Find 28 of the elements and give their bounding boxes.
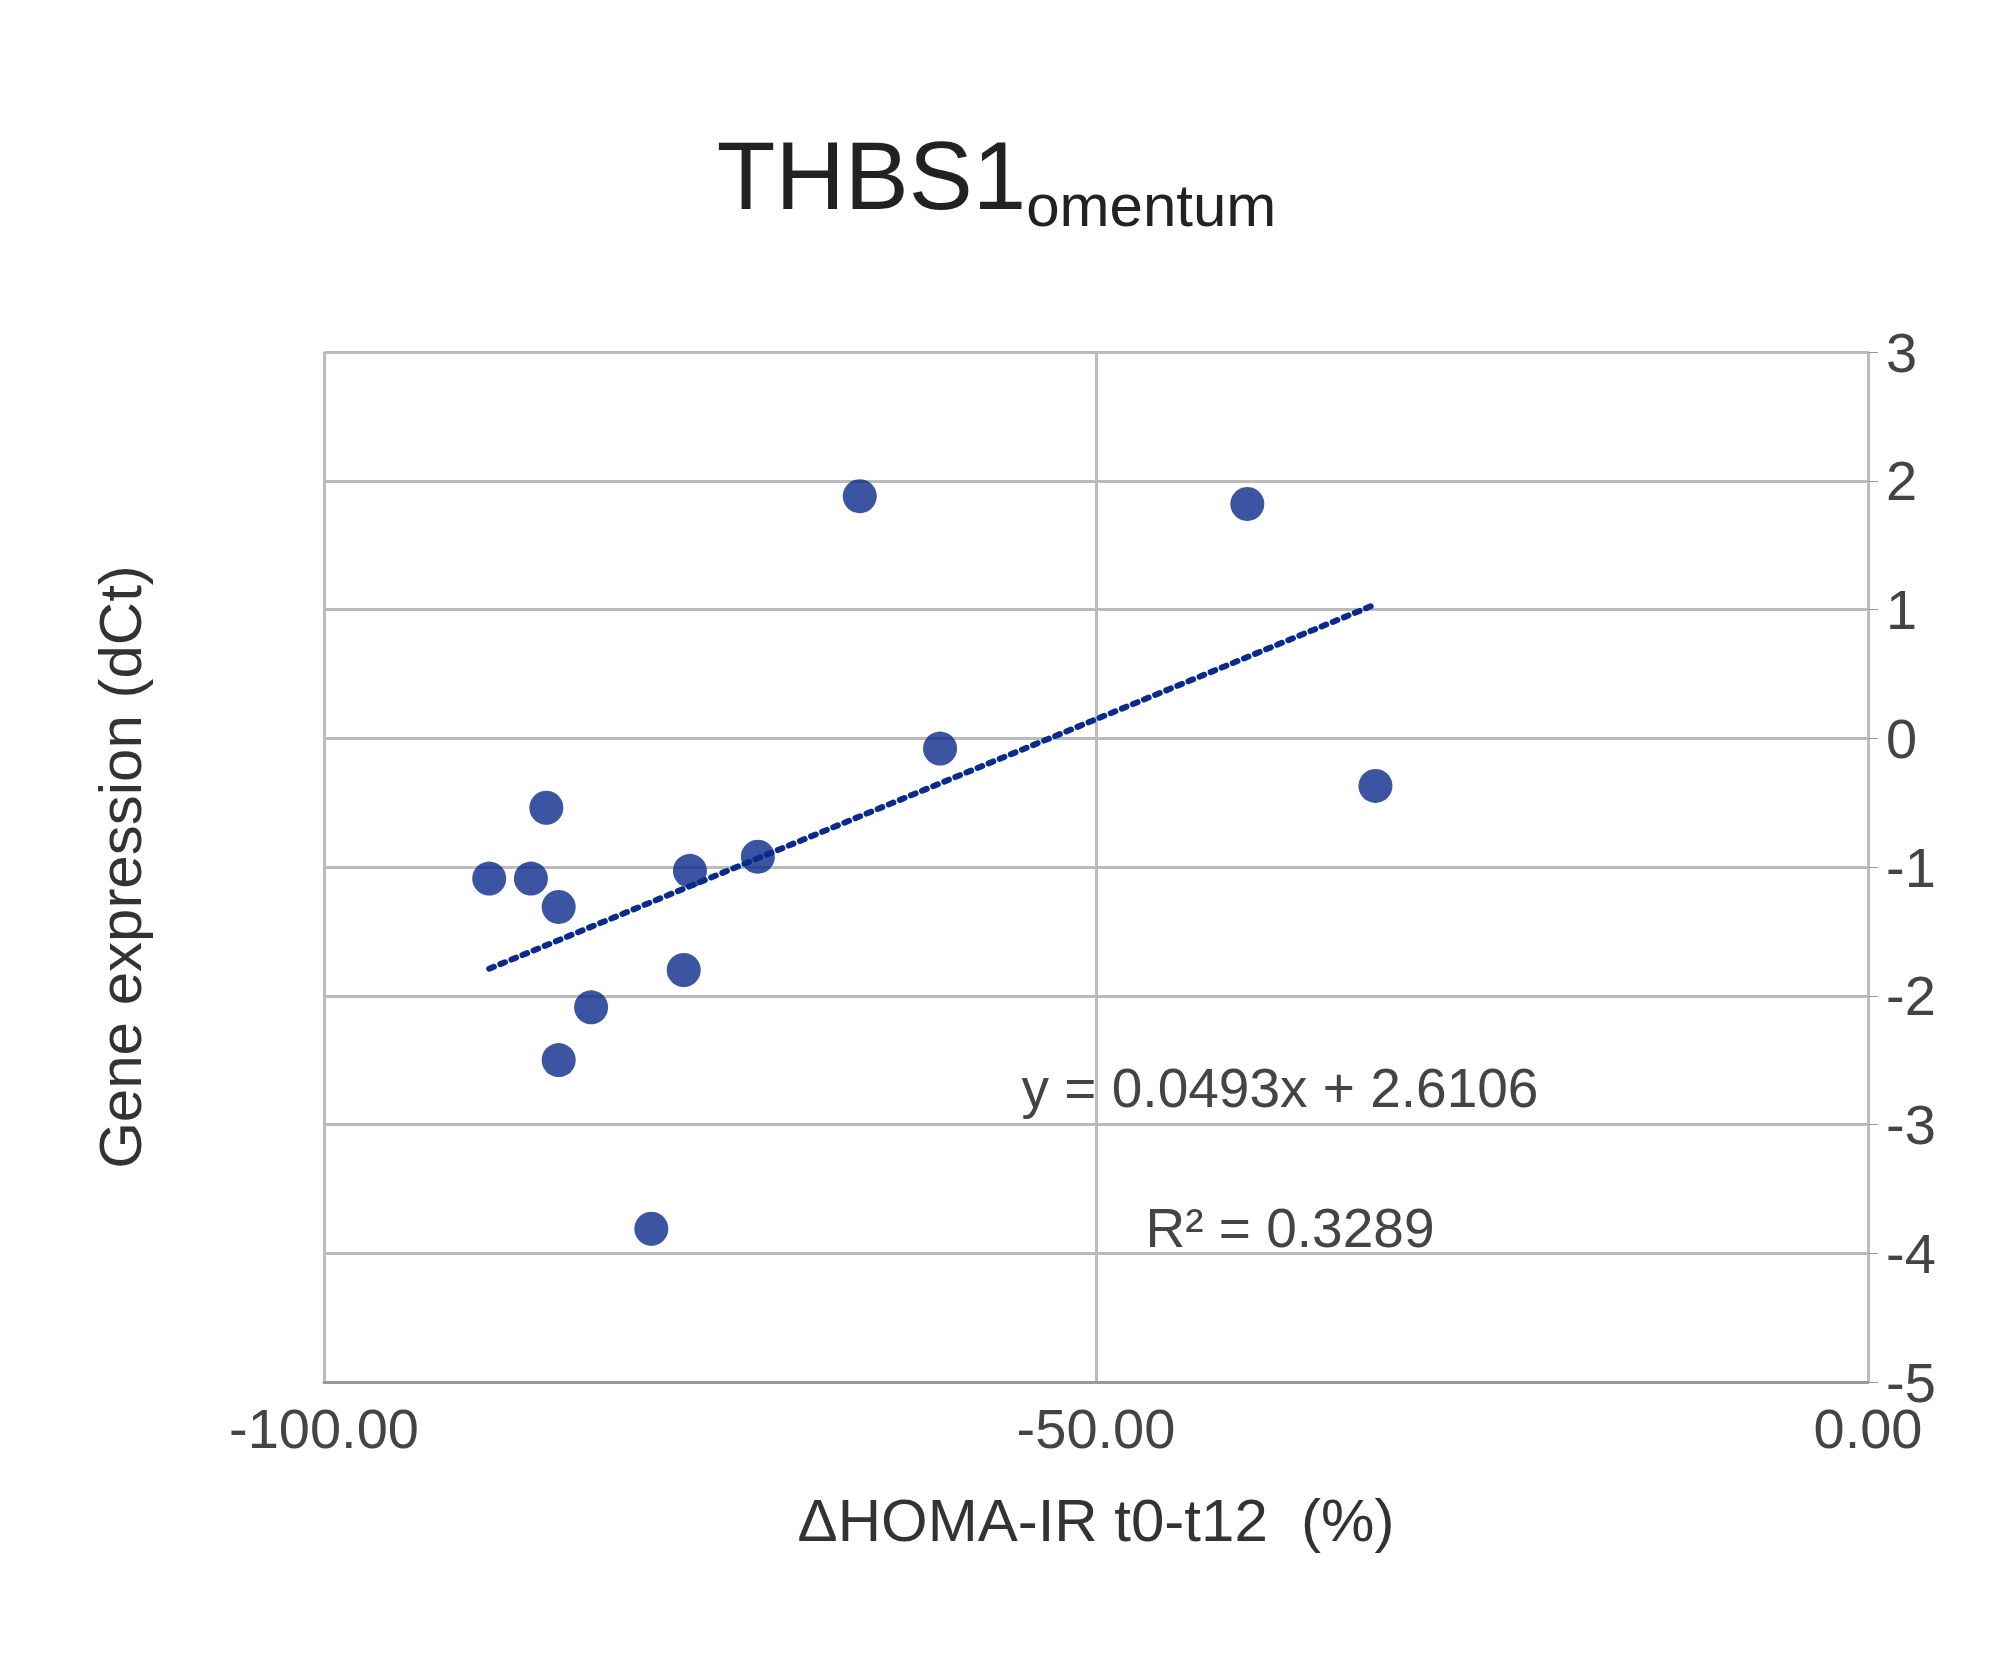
annotation: R² = 0.3289 — [1145, 1197, 1435, 1259]
point — [529, 790, 564, 825]
point — [513, 861, 548, 896]
y-tick-label: 3 — [1886, 320, 1918, 384]
y-axis-title: Gene expression (dCt) — [86, 565, 154, 1169]
x-axis-title: ΔHOMA-IR t0-t12 (%) — [797, 1486, 1395, 1554]
y-tick-label: -1 — [1886, 835, 1936, 899]
point — [541, 1043, 576, 1078]
point — [472, 861, 507, 896]
point — [634, 1211, 669, 1246]
point — [574, 990, 609, 1025]
annotation: y = 0.0493x + 2.6106 — [1021, 1057, 1539, 1119]
y-tick-label: -4 — [1886, 1221, 1936, 1285]
point — [541, 889, 576, 924]
point — [923, 731, 958, 766]
point — [666, 953, 701, 987]
point — [672, 853, 707, 888]
point — [842, 479, 877, 514]
x-tick-label: -50.00 — [1016, 1396, 1176, 1460]
x-tick-label: -100.00 — [229, 1396, 419, 1460]
y-tick-label: 2 — [1886, 449, 1918, 513]
y-tick-label: -3 — [1886, 1093, 1936, 1156]
y-tick-label: -2 — [1886, 964, 1936, 1028]
y-tick-label: 1 — [1886, 578, 1918, 641]
point — [1358, 768, 1393, 803]
point — [740, 839, 775, 874]
point — [1230, 486, 1265, 521]
y-tick-label: 0 — [1886, 706, 1918, 770]
